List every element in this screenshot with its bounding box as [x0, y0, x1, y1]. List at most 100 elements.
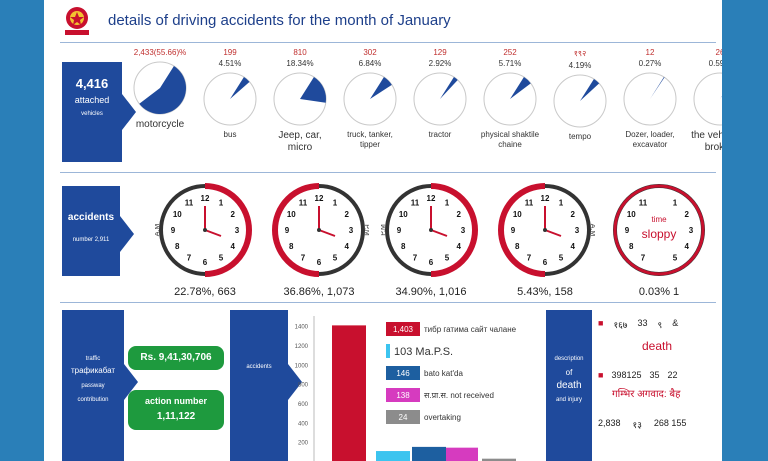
revenue-label-2: трафикабат: [70, 366, 116, 375]
action-number-box: action number 1,11,122: [128, 390, 224, 430]
bar: [332, 325, 366, 461]
clock-caption: 36.86%, 1,073: [283, 286, 355, 298]
clock-number: 6: [543, 258, 548, 267]
vehicle-percent: 0.59%: [708, 59, 722, 68]
vehicle-share-pie: [623, 72, 677, 126]
pie-slice: [650, 77, 665, 99]
divider: [60, 42, 716, 43]
clock-period-tag: P.M: [363, 224, 369, 236]
minor-stat: १३: [632, 420, 642, 430]
legend-swatch: [386, 410, 420, 424]
revenue-label-3: passway: [81, 383, 105, 389]
vehicle-count: 129: [433, 48, 447, 57]
vehicle-label: bus: [223, 130, 237, 139]
clock-number: 1: [333, 198, 338, 207]
vehicle-count: 2,433(55.66)%: [133, 48, 187, 57]
clock-number: 10: [627, 210, 636, 219]
pie-slice: [580, 79, 600, 101]
y-tick-label: 200: [298, 441, 309, 447]
death-label-1: description: [554, 356, 584, 362]
y-tick-label: 1400: [295, 325, 309, 331]
time-range-arc: [613, 184, 705, 276]
serious-injury-title: गम्भिर अगवाद: बैह: [612, 389, 681, 400]
y-tick-label: 1000: [295, 363, 309, 369]
accidents-label: accidents: [67, 212, 115, 223]
person-icon: ■: [598, 318, 604, 328]
legend-text: स.प्रा.स. not received: [424, 391, 494, 400]
vehicle-label: Jeep, car, micro: [278, 130, 322, 153]
clock-caption: 34.90%, 1,016: [395, 286, 467, 298]
clock-number: 8: [515, 242, 520, 251]
clock-caption: 0.03% 1: [638, 286, 680, 298]
vehicle-item: १९२ 4.19% tempo: [547, 48, 613, 142]
clock-number: 3: [461, 226, 466, 235]
clock-number: 11: [299, 198, 308, 207]
clock-number: 11: [639, 198, 648, 207]
clock-pivot: [203, 228, 207, 232]
legend-text: overtaking: [424, 413, 461, 422]
clock-number: 11: [185, 198, 194, 207]
clock-number: 8: [289, 242, 294, 251]
bar: [376, 451, 410, 461]
legend-value: 138: [396, 391, 410, 400]
minor-injury-row: 2,838 १३ 268 155: [598, 418, 716, 431]
clock-hand: [204, 229, 222, 237]
clock-item: 1 2 3 4 5 6 7 8 9 10 11 12 A.M 5.43%, 158: [490, 180, 600, 298]
clock-pivot: [543, 228, 547, 232]
clock-number: 3: [349, 226, 354, 235]
vehicle-item: 2,433(55.66)% motorcycle: [127, 48, 193, 131]
vehicle-share-pie: [133, 61, 187, 115]
vehicles-label-1: attached: [74, 95, 110, 105]
clock-number: 8: [401, 242, 406, 251]
clock-number: 8: [175, 242, 180, 251]
vehicles-count-box: 4,416 attached vehicles: [62, 62, 122, 162]
vehicle-item: 252 5.71% physical shaktile chaine: [477, 48, 543, 149]
clock-number: 3: [235, 226, 240, 235]
clock-number: 7: [301, 254, 306, 263]
death-stat: 33: [637, 318, 648, 328]
clock-number: 6: [429, 258, 434, 267]
clock-number: 4: [230, 242, 235, 251]
bar: [482, 458, 516, 461]
vehicle-item: 302 6.84% truck, tanker, tipper: [337, 48, 403, 149]
clock-number: 9: [285, 226, 290, 235]
clock-number: 12: [315, 194, 324, 203]
revenue-label-1: traffic: [85, 356, 101, 362]
vehicle-percent: 18.34%: [286, 59, 314, 68]
clock-number: 5: [333, 254, 338, 263]
clock-number: 12: [427, 194, 436, 203]
clock-caption: 5.43%, 158: [517, 286, 573, 298]
clock-number: 2: [456, 210, 461, 219]
accidents-box: accidents number 2,911: [62, 186, 120, 276]
vehicle-item: 12 0.27% Dozer, loader, excavator: [617, 48, 683, 149]
vehicle-share-pie: [483, 72, 537, 126]
clock-number: 1: [559, 198, 564, 207]
vehicle-share-pie: [343, 72, 397, 126]
injury-stat: 398125: [611, 370, 642, 380]
pie-slice: [370, 77, 392, 99]
page-title: details of driving accidents for the mon…: [108, 12, 451, 29]
clock-number: 2: [570, 210, 575, 219]
revenue-box: traffic трафикабат passway contribution: [62, 310, 124, 461]
vehicle-item: 199 4.51% bus: [197, 48, 263, 140]
clock-hand: [318, 229, 336, 237]
legend-value: 146: [396, 369, 410, 378]
y-tick-label: 800: [298, 383, 309, 389]
pie-background: [693, 72, 722, 126]
death-row: ■ १६७ 33 ९ & death: [598, 318, 716, 353]
pie-slice: [510, 77, 531, 99]
vehicle-label: the vehicle is broken: [691, 130, 722, 153]
legend-swatch: [386, 344, 390, 358]
clock-number: 1: [219, 198, 224, 207]
clock-center-text: sloppy: [642, 227, 677, 241]
injury-row: ■ 398125 35 22 गम्भिर अगवाद: बैह: [598, 370, 716, 400]
action-title: action number: [144, 396, 207, 406]
revenue-label-4: contribution: [77, 397, 109, 403]
death-label-3: death: [556, 380, 582, 391]
minor-stat: 2,838: [598, 418, 621, 428]
legend-value: 24: [399, 413, 408, 422]
legend-value: 1,403: [393, 325, 414, 334]
vehicle-count: 12: [645, 48, 655, 57]
